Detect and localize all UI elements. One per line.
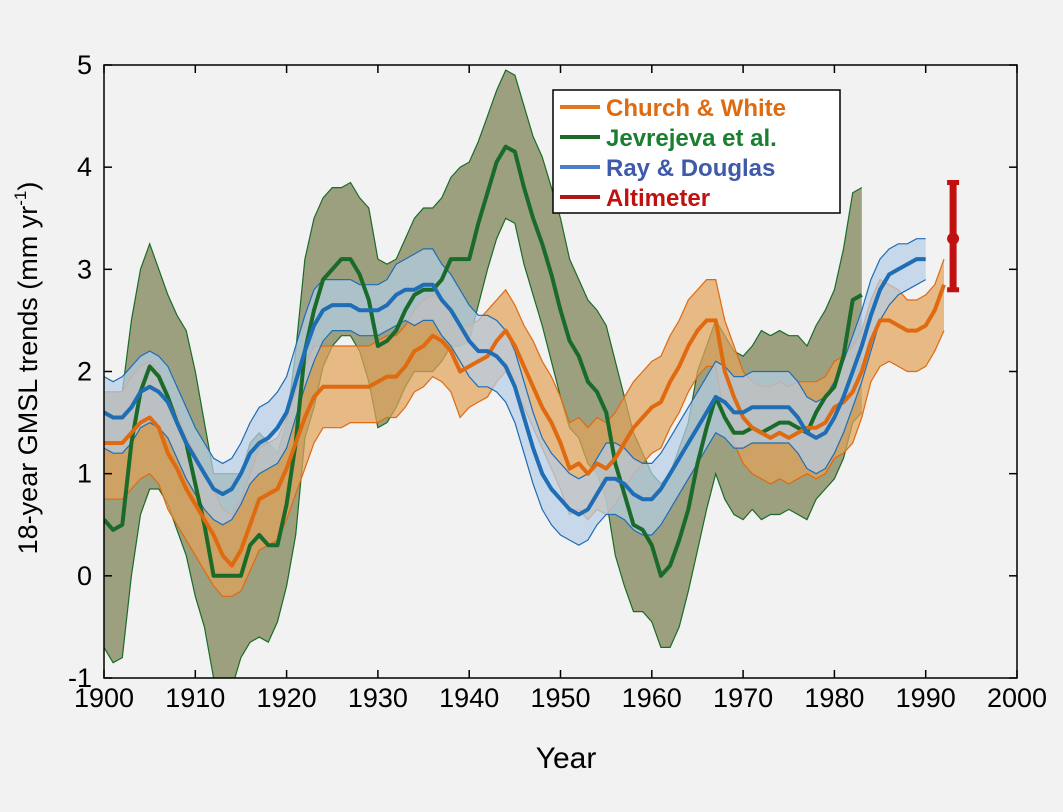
y-tick-label: 3 (77, 254, 92, 284)
x-tick-label: 1950 (530, 683, 590, 713)
ray-douglas-trend-line (104, 257, 926, 517)
legend-label-ray-douglas: Ray & Douglas (606, 155, 775, 182)
y-axis-label: 18-year GMSL trends (mm yr-1) (11, 182, 43, 555)
y-tick-label: -1 (68, 663, 92, 693)
altimeter-marker (947, 179, 960, 293)
legend-box (552, 89, 841, 214)
y-tick-label: 1 (77, 459, 92, 489)
x-tick-label: 1970 (713, 683, 773, 713)
jevrejeva-et-al-trend-line (104, 144, 863, 578)
tick-layer: 1900 1910 1920 1930 1940 1950 1960 1970 1980 1990… (68, 50, 1047, 713)
jevrejeva-et-al-lower-bound (104, 217, 863, 678)
y-tick-label: 5 (77, 50, 92, 80)
x-tick-label: 1940 (439, 683, 499, 713)
legend-label-church-white: Church & White (606, 95, 786, 122)
x-tick-label: 1900 (74, 683, 134, 713)
legend: Church & White Jevrejeva et al. Ray & Doug… (552, 89, 841, 214)
y-axis-label-close: ) (13, 182, 43, 191)
ray-douglas-lower-bound (104, 279, 926, 546)
x-axis-label: Year (536, 742, 597, 775)
plot-layer (104, 69, 946, 678)
x-tick-label: 1980 (804, 683, 864, 713)
x-tick-label: 1990 (896, 683, 956, 713)
y-axis-label-main: 18-year GMSL trends (mm yr (13, 206, 43, 555)
ray-douglas-upper-bound (104, 238, 926, 480)
y-tick-label: 2 (77, 357, 92, 387)
legend-label-altimeter: Altimeter (606, 185, 710, 212)
y-tick-label: 4 (77, 152, 92, 182)
y-axis-label-sup: -1 (11, 191, 30, 206)
jevrejeva-et-al-uncertainty-band (104, 70, 862, 678)
y-tick-label: 0 (77, 561, 92, 591)
x-tick-label: 1930 (348, 683, 408, 713)
x-tick-label: 1920 (257, 683, 317, 713)
x-tick-label: 1960 (622, 683, 682, 713)
altimeter-point (947, 232, 960, 245)
legend-label-jevrejeva-et-al: Jevrejeva et al. (606, 125, 777, 152)
x-tick-label: 2000 (987, 683, 1047, 713)
x-tick-label: 1910 (165, 683, 225, 713)
